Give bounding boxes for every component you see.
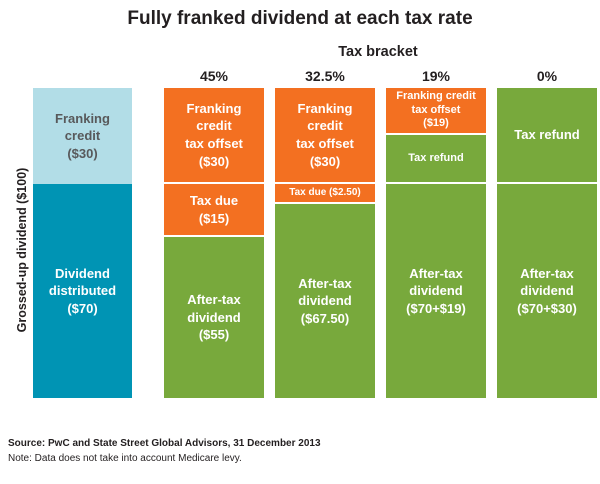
- bracket-19-tax-refund: Tax refund: [386, 135, 486, 182]
- bracket-32-5-after-tax-dividend: After-tax dividend ($67.50): [275, 204, 375, 398]
- source-text: Source: PwC and State Street Global Advi…: [8, 438, 321, 449]
- rate-label-45: 45%: [199, 68, 229, 84]
- chart-title: Fully franked dividend at each tax rate: [127, 8, 473, 29]
- bracket-0-after-tax-dividend: After-tax dividend ($70+$30): [497, 184, 597, 398]
- bracket-45-after-tax-dividend: After-tax dividend ($55): [164, 237, 264, 398]
- rate-label-19: 19%: [421, 68, 451, 84]
- franking-credit-box: Franking credit ($30): [33, 88, 132, 184]
- bracket-0-tax-refund: Tax refund: [497, 88, 597, 182]
- dividend-distributed-box: Dividend distributed ($70): [33, 184, 132, 398]
- bracket-19-tax-offset: Franking credit tax offset ($19): [386, 88, 486, 133]
- tax-bracket-heading: Tax bracket: [338, 44, 418, 60]
- note-text: Note: Data does not take into account Me…: [8, 453, 242, 464]
- bracket-45-tax-due: Tax due ($15): [164, 184, 264, 235]
- bracket-32-5-tax-due: Tax due ($2.50): [275, 184, 375, 202]
- bracket-45-tax-offset: Franking credit tax offset ($30): [164, 88, 264, 182]
- bracket-19-after-tax-dividend: After-tax dividend ($70+$19): [386, 184, 486, 398]
- y-axis-label: Grossed-up dividend ($100): [15, 167, 29, 333]
- bracket-32-5-tax-offset: Franking credit tax offset ($30): [275, 88, 375, 182]
- rate-label-32-5: 32.5%: [305, 68, 345, 84]
- rate-label-0: 0%: [536, 68, 558, 84]
